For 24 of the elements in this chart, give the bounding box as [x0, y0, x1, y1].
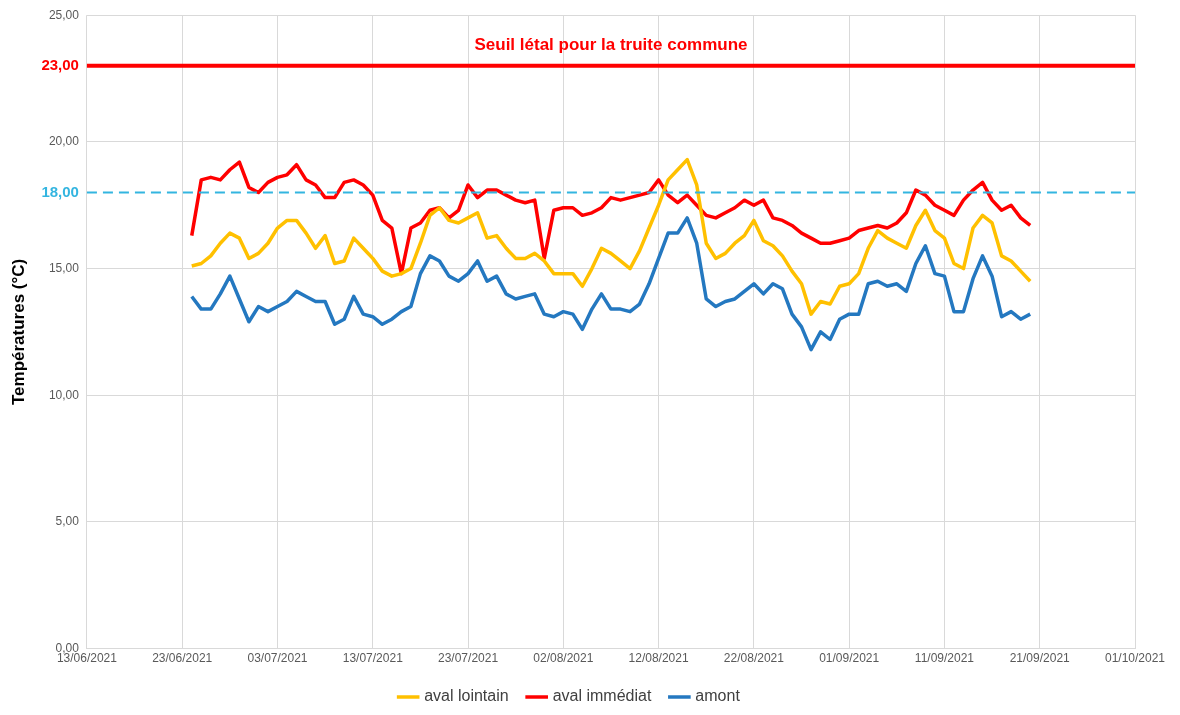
x-tick-label: 23/07/2021: [438, 651, 499, 666]
y-tick-label: 18,00: [41, 182, 79, 200]
legend-label: aval lointain: [424, 687, 509, 705]
x-tick-label: 11/09/2021: [914, 651, 975, 666]
y-tick-label: 10,00: [48, 387, 80, 402]
x-tick-label: 01/10/2021: [1104, 651, 1166, 666]
ref-line-label: Seuil létal pour la truite commune: [474, 35, 748, 55]
y-axis-title: Températures (°C): [8, 258, 28, 406]
x-tick-label: 21/09/2021: [1009, 651, 1071, 666]
y-tick-label: 0,00: [55, 640, 80, 655]
x-tick-label: 03/07/2021: [247, 651, 308, 666]
legend-label: aval immédiat: [552, 687, 652, 705]
x-tick-label: 01/09/2021: [819, 651, 880, 666]
x-tick-label: 22/08/2021: [723, 651, 785, 666]
y-tick-label: 5,00: [55, 514, 80, 529]
x-tick-label: 12/08/2021: [628, 651, 689, 666]
y-tick-label: 20,00: [48, 134, 80, 149]
y-tick-label: 25,00: [48, 7, 80, 22]
x-tick-label: 02/08/2021: [533, 651, 594, 666]
x-tick-label: 23/06/2021: [152, 651, 213, 666]
x-tick-label: 13/07/2021: [342, 651, 404, 666]
y-tick-label: 15,00: [48, 260, 80, 275]
legend-label: amont: [695, 687, 741, 705]
y-tick-label: 23,00: [41, 56, 79, 74]
